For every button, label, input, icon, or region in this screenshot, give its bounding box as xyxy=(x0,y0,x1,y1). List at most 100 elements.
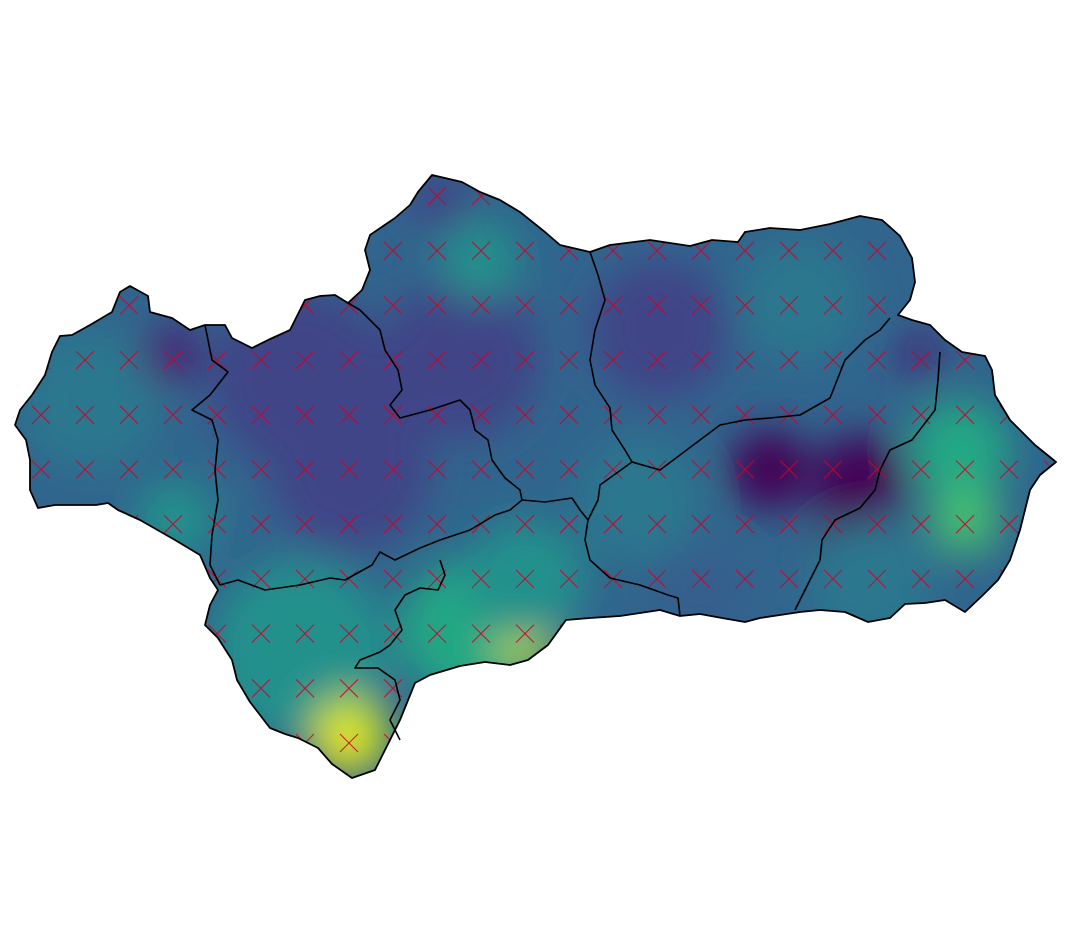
sample-marker xyxy=(427,296,447,315)
sample-marker xyxy=(251,460,271,479)
sample-marker xyxy=(779,678,799,698)
sample-marker xyxy=(559,296,579,315)
sample-marker xyxy=(515,514,535,534)
sample-marker xyxy=(31,296,51,315)
sample-marker xyxy=(691,733,711,753)
sample-marker xyxy=(31,678,51,698)
sample-marker xyxy=(207,733,227,753)
sample-marker xyxy=(119,624,139,643)
sample-marker xyxy=(735,186,755,206)
sample-marker xyxy=(603,460,623,479)
sample-marker xyxy=(955,296,975,315)
sample-marker xyxy=(427,514,447,534)
sample-marker xyxy=(339,460,359,479)
sample-marker xyxy=(559,186,579,206)
sample-marker xyxy=(75,186,95,206)
sample-marker xyxy=(735,514,755,534)
boundary-cordoba-south xyxy=(521,461,633,521)
sample-marker xyxy=(75,569,95,589)
sample-marker xyxy=(515,405,535,425)
sample-marker xyxy=(647,350,667,370)
sample-marker xyxy=(339,241,359,261)
sample-marker xyxy=(911,733,931,753)
boundary-huelva-sevilla xyxy=(191,324,229,586)
blob-cordoba-top xyxy=(410,175,470,230)
sample-marker xyxy=(295,678,315,698)
sample-marker xyxy=(559,405,579,425)
sample-marker xyxy=(295,241,315,261)
sample-marker xyxy=(603,678,623,698)
sample-marker xyxy=(383,241,403,261)
sample-marker xyxy=(339,350,359,370)
sample-marker xyxy=(867,678,887,698)
sample-marker xyxy=(163,405,183,425)
sample-marker xyxy=(427,733,447,753)
sample-marker xyxy=(383,296,403,315)
sample-marker xyxy=(603,186,623,206)
sample-marker xyxy=(515,624,535,643)
sample-marker xyxy=(779,624,799,643)
sample-marker xyxy=(163,460,183,479)
sample-marker xyxy=(31,460,51,479)
sample-marker xyxy=(955,241,975,261)
sample-marker xyxy=(955,569,975,589)
boundary-sevilla-cordoba xyxy=(347,302,523,501)
sample-marker xyxy=(31,624,51,643)
sample-marker xyxy=(735,350,755,370)
sample-marker xyxy=(779,733,799,753)
blob-almeria-north-low xyxy=(898,333,942,377)
sample-marker xyxy=(911,514,931,534)
sample-marker xyxy=(911,296,931,315)
blob-malaga-north xyxy=(465,520,585,640)
sample-marker xyxy=(163,678,183,698)
sample-marker xyxy=(867,733,887,753)
sample-marker xyxy=(999,678,1019,698)
sample-marker xyxy=(911,186,931,206)
sample-marker xyxy=(647,186,667,206)
sample-marker xyxy=(339,569,359,589)
sample-marker xyxy=(999,241,1019,261)
sample-marker xyxy=(823,569,843,589)
sample-marker xyxy=(119,405,139,425)
sample-marker xyxy=(207,241,227,261)
sample-marker xyxy=(471,624,491,643)
sample-marker xyxy=(779,569,799,589)
sample-marker xyxy=(691,624,711,643)
sample-marker xyxy=(31,405,51,425)
sample-marker xyxy=(999,624,1019,643)
sample-marker xyxy=(603,350,623,370)
sample-marker xyxy=(1043,296,1056,315)
sample-marker xyxy=(1043,514,1056,534)
sample-marker xyxy=(427,405,447,425)
sample-marker xyxy=(559,569,579,589)
sample-marker xyxy=(735,460,755,479)
sample-marker xyxy=(119,350,139,370)
boundary-granada-almeria xyxy=(794,351,941,611)
sample-marker xyxy=(823,678,843,698)
sample-marker xyxy=(163,296,183,315)
sample-marker xyxy=(75,678,95,698)
sample-marker xyxy=(691,296,711,315)
sample-marker xyxy=(911,569,931,589)
sample-marker xyxy=(779,405,799,425)
sample-marker xyxy=(779,241,799,261)
sample-marker xyxy=(75,460,95,479)
sample-marker xyxy=(119,296,139,315)
sample-marker xyxy=(427,241,447,261)
blob-cordoba-north xyxy=(440,220,520,300)
sample-marker xyxy=(559,678,579,698)
sample-marker xyxy=(779,514,799,534)
sample-marker xyxy=(691,350,711,370)
sample-marker xyxy=(867,405,887,425)
sample-marker xyxy=(999,350,1019,370)
sample-marker xyxy=(515,569,535,589)
sample-marker xyxy=(867,569,887,589)
sample-marker xyxy=(427,678,447,698)
sample-marker xyxy=(779,350,799,370)
sample-marker xyxy=(251,624,271,643)
blob-jaen-center xyxy=(590,260,730,400)
sample-marker xyxy=(163,624,183,643)
sample-marker xyxy=(119,241,139,261)
sample-marker xyxy=(779,460,799,479)
